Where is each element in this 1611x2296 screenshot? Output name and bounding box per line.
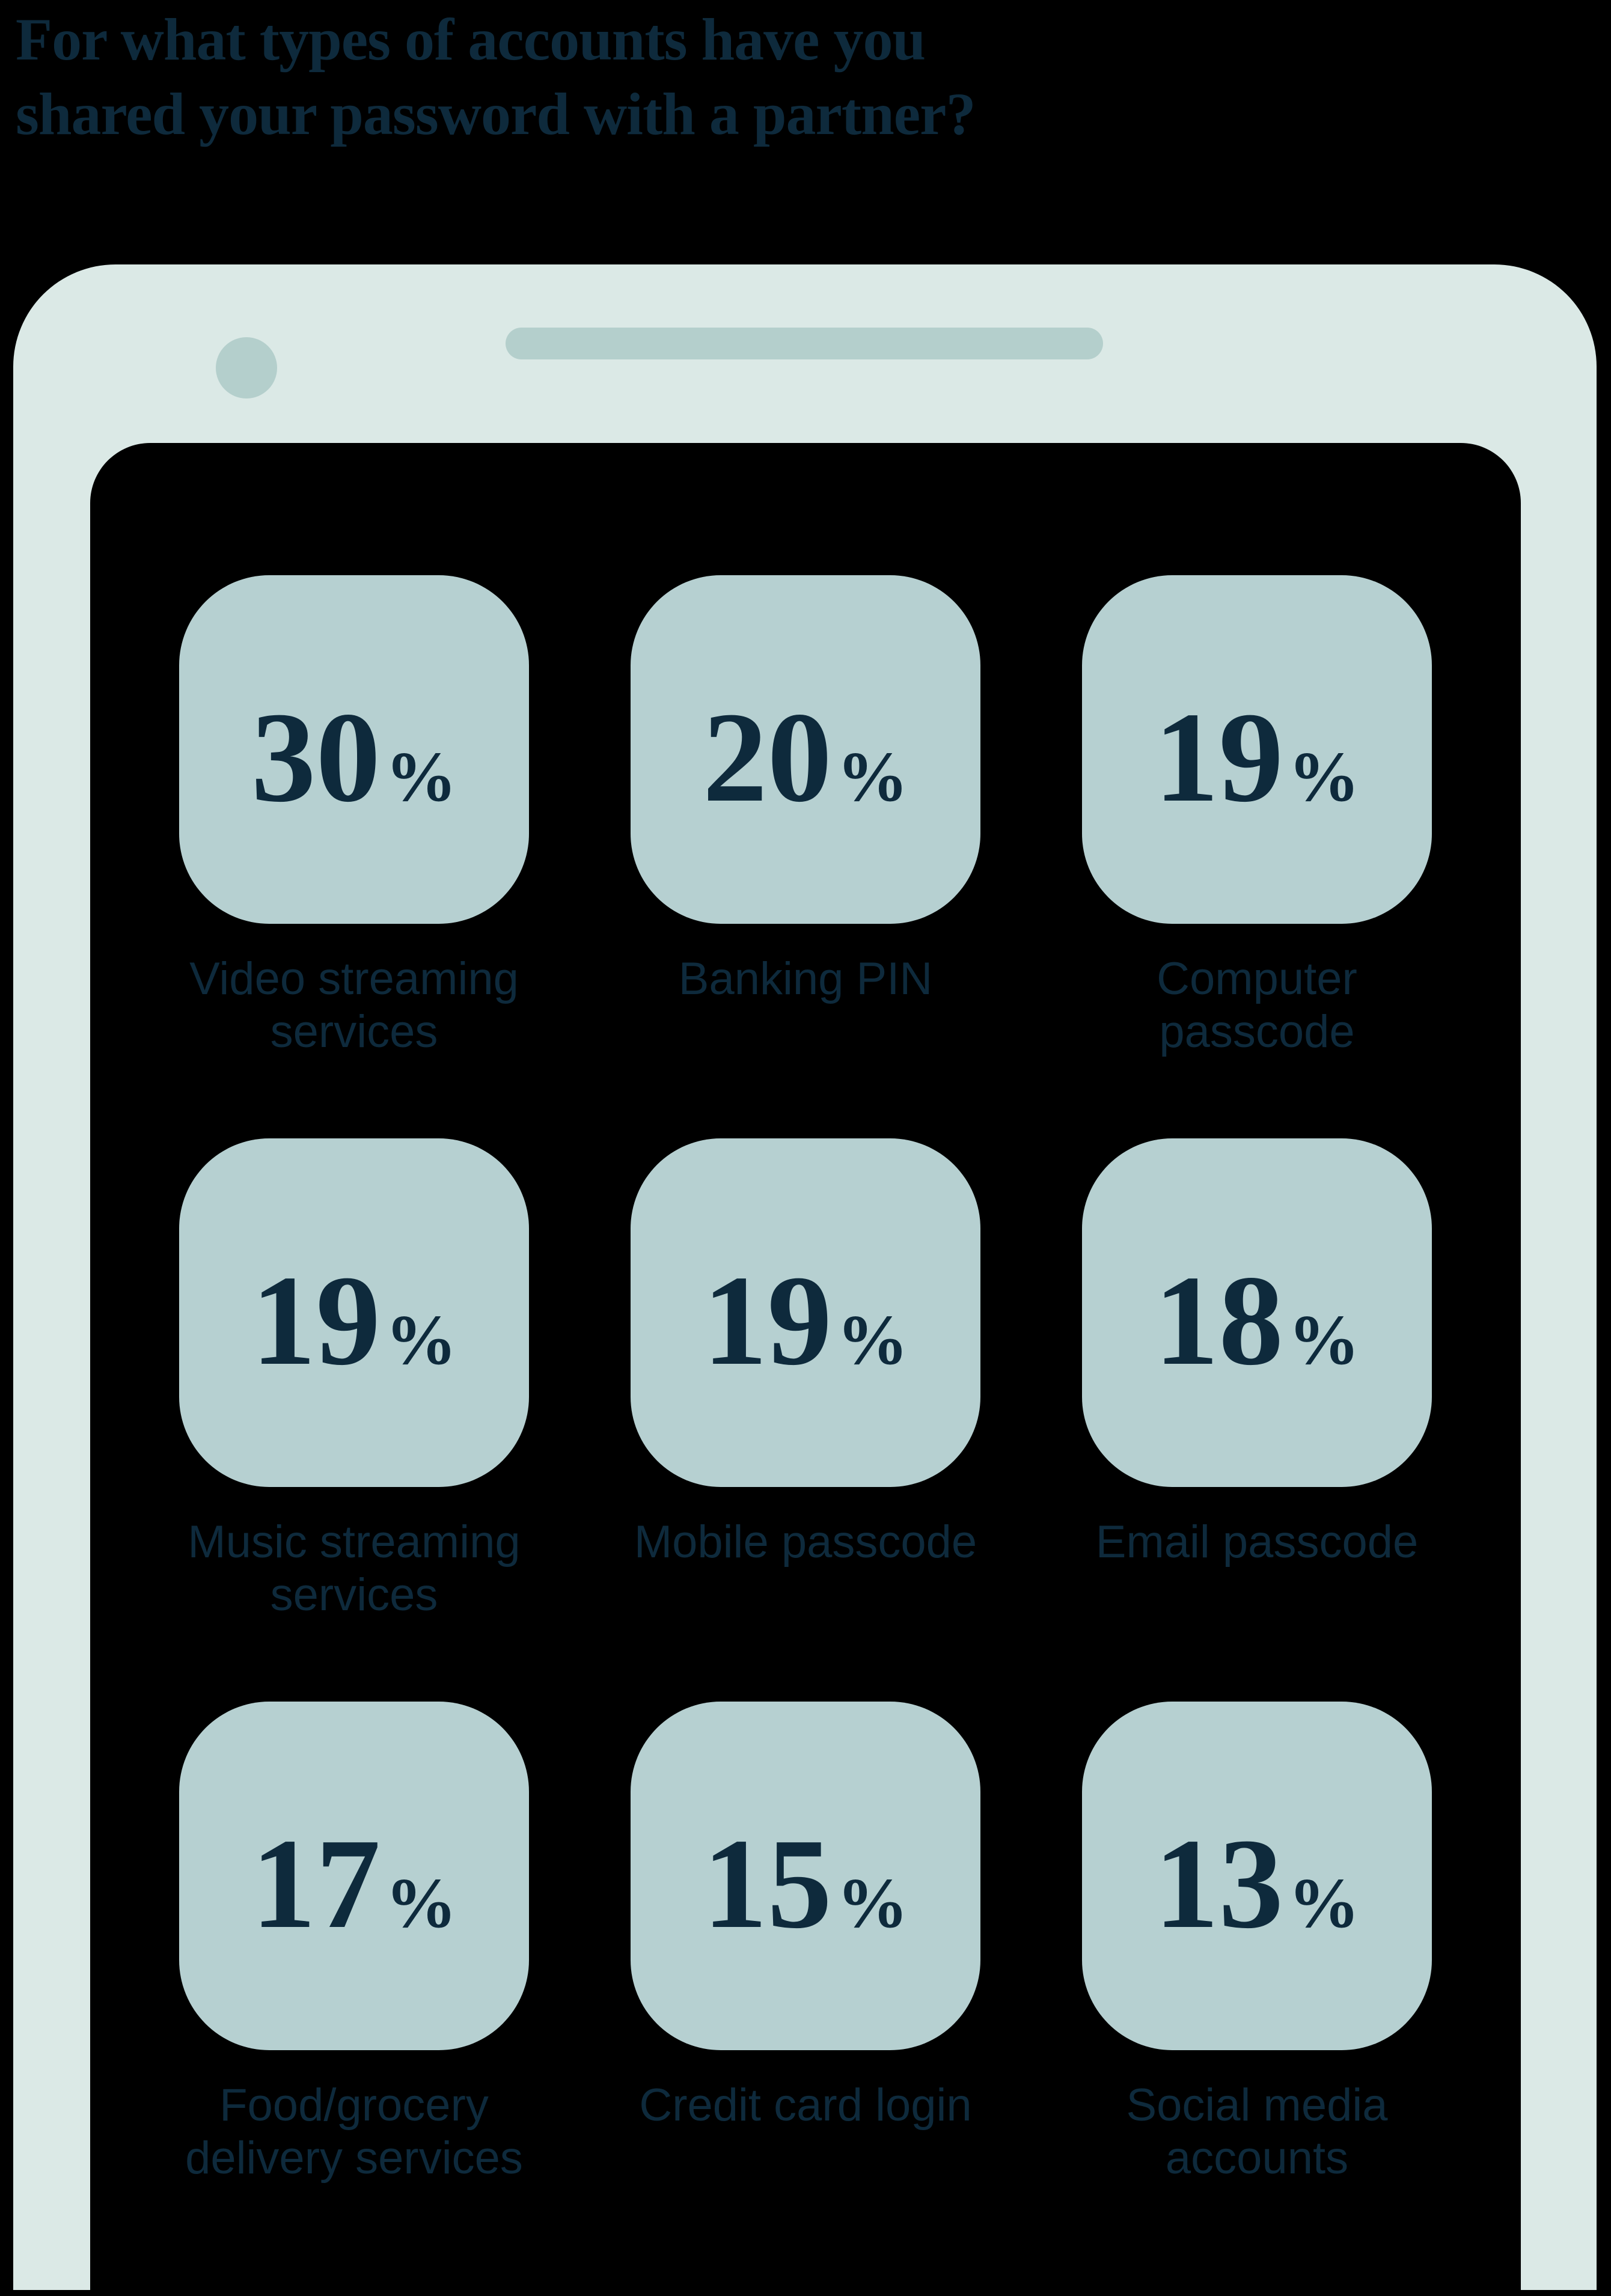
stat-value: 19 (703, 1248, 832, 1392)
stat-label: Mobile passcode (607, 1516, 1004, 1569)
stat-label-line: Social media (1126, 2080, 1388, 2131)
stat-cell: 13% Social media accounts (1082, 1702, 1432, 2265)
stat-tile: 18% (1082, 1138, 1432, 1487)
stat-label: Food/grocery delivery services (155, 2079, 553, 2185)
stat-label-line: services (270, 1006, 438, 1057)
stat-label: Banking PIN (607, 953, 1004, 1006)
stat-label: Social media accounts (1058, 2079, 1456, 2185)
stat-tile: 20% (631, 575, 980, 924)
stat-value-group: 19% (251, 1256, 457, 1385)
stat-cell: 18% Email passcode (1082, 1138, 1432, 1702)
stat-value: 18 (1154, 1248, 1283, 1392)
stat-label-line: Video streaming (189, 953, 519, 1004)
stat-value: 13 (1154, 1811, 1283, 1955)
stats-grid: 30% Video streaming services 20% Banking … (179, 575, 1432, 2265)
stat-label-line: Computer (1157, 953, 1357, 1004)
percent-sign: % (1288, 1299, 1360, 1379)
stat-label-line: Banking PIN (678, 953, 933, 1004)
stat-cell: 15% Credit card login (631, 1702, 980, 2265)
percent-sign: % (1288, 736, 1360, 816)
stat-value-group: 13% (1154, 1819, 1360, 1948)
phone-frame: 30% Video streaming services 20% Banking … (13, 264, 1597, 2290)
stat-value-group: 19% (1154, 692, 1360, 822)
stat-label-line: services (270, 1569, 438, 1620)
stat-label: Computer passcode (1058, 953, 1456, 1058)
stat-tile: 19% (1082, 575, 1432, 924)
stat-cell: 17% Food/grocery delivery services (179, 1702, 529, 2265)
stat-label-line: delivery services (185, 2133, 523, 2184)
stat-value-group: 17% (251, 1819, 457, 1948)
phone-screen: 30% Video streaming services 20% Banking … (90, 443, 1521, 2290)
stat-cell: 19% Mobile passcode (631, 1138, 980, 1702)
percent-sign: % (837, 1863, 908, 1943)
stat-label: Email passcode (1058, 1516, 1456, 1569)
page-title: For what types of accounts have you share… (16, 2, 976, 151)
percent-sign: % (385, 736, 457, 816)
stat-value: 20 (703, 685, 832, 829)
stat-label-line: accounts (1165, 2133, 1349, 2184)
percent-sign: % (385, 1299, 457, 1379)
stat-value-group: 15% (703, 1819, 908, 1948)
stat-label-line: Food/grocery (219, 2080, 489, 2131)
stat-tile: 13% (1082, 1702, 1432, 2050)
stat-value: 15 (703, 1811, 832, 1955)
stat-tile: 17% (179, 1702, 529, 2050)
stat-value-group: 19% (703, 1256, 908, 1385)
stat-tile: 15% (631, 1702, 980, 2050)
stat-tile: 30% (179, 575, 529, 924)
stat-tile: 19% (631, 1138, 980, 1487)
stat-label: Video streaming services (155, 953, 553, 1058)
stat-cell: 19% Computer passcode (1082, 575, 1432, 1138)
percent-sign: % (837, 1299, 908, 1379)
stat-label-line: Credit card login (639, 2080, 972, 2131)
stat-value: 30 (251, 685, 381, 829)
percent-sign: % (837, 736, 908, 816)
stat-value-group: 30% (251, 692, 457, 822)
stat-value: 17 (251, 1811, 381, 1955)
phone-speaker-bar (506, 328, 1103, 359)
stat-label-line: passcode (1159, 1006, 1355, 1057)
stat-cell: 30% Video streaming services (179, 575, 529, 1138)
stat-label-line: Mobile passcode (634, 1516, 977, 1568)
stat-value: 19 (1154, 685, 1283, 829)
stat-label: Music streaming services (155, 1516, 553, 1622)
stat-value-group: 18% (1154, 1256, 1360, 1385)
percent-sign: % (1288, 1863, 1360, 1943)
stat-cell: 19% Music streaming services (179, 1138, 529, 1702)
percent-sign: % (385, 1863, 457, 1943)
stat-value: 19 (251, 1248, 381, 1392)
page-title-line-1: For what types of accounts have you (16, 6, 926, 73)
stat-tile: 19% (179, 1138, 529, 1487)
phone-camera-dot (216, 337, 277, 398)
stat-cell: 20% Banking PIN (631, 575, 980, 1138)
stat-label-line: Music streaming (188, 1516, 521, 1568)
stat-value-group: 20% (703, 692, 908, 822)
page-title-line-2: shared your password with a partner? (16, 81, 976, 147)
stat-label: Credit card login (607, 2079, 1004, 2132)
stat-label-line: Email passcode (1095, 1516, 1419, 1568)
